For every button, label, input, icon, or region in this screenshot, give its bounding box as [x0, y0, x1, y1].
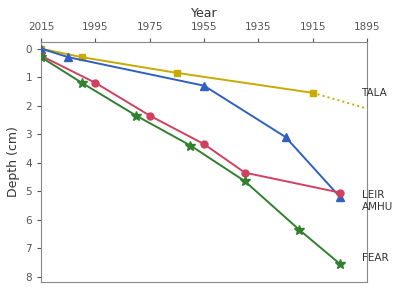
Y-axis label: Depth (cm): Depth (cm) — [7, 126, 20, 197]
Text: TALA: TALA — [362, 88, 387, 98]
Text: LEIR: LEIR — [362, 191, 384, 200]
Text: AMHU: AMHU — [362, 202, 393, 212]
X-axis label: Year: Year — [191, 7, 217, 20]
Text: FEAR: FEAR — [362, 253, 388, 263]
